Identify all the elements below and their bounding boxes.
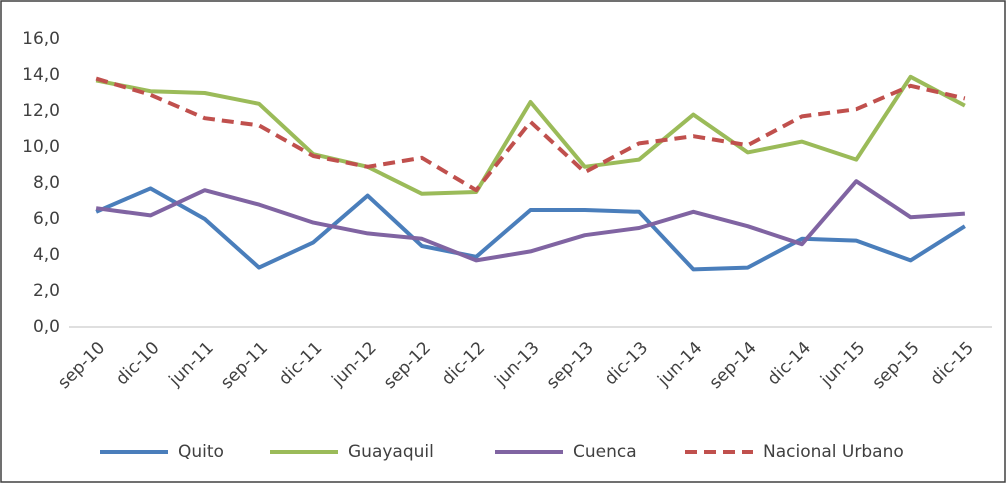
y-tick-label: 8,0	[33, 173, 60, 193]
y-tick-label: 4,0	[33, 245, 60, 265]
y-tick-label: 12,0	[22, 101, 60, 121]
y-tick-label: 6,0	[33, 209, 60, 229]
legend-label: Cuenca	[573, 442, 637, 462]
y-tick-label: 10,0	[22, 137, 60, 157]
series-line	[95, 76, 966, 193]
y-tick-label: 2,0	[33, 281, 60, 301]
y-tick-label: 0,0	[33, 317, 60, 337]
series-line	[95, 179, 965, 263]
legend-label: Guayaquil	[348, 442, 434, 462]
legend-label: Nacional Urbano	[763, 442, 904, 462]
series-line	[95, 186, 966, 272]
y-tick-label: 16,0	[22, 29, 60, 49]
series-line	[95, 74, 966, 196]
legend-label: Quito	[178, 442, 224, 462]
y-tick-label: 14,0	[22, 65, 60, 85]
